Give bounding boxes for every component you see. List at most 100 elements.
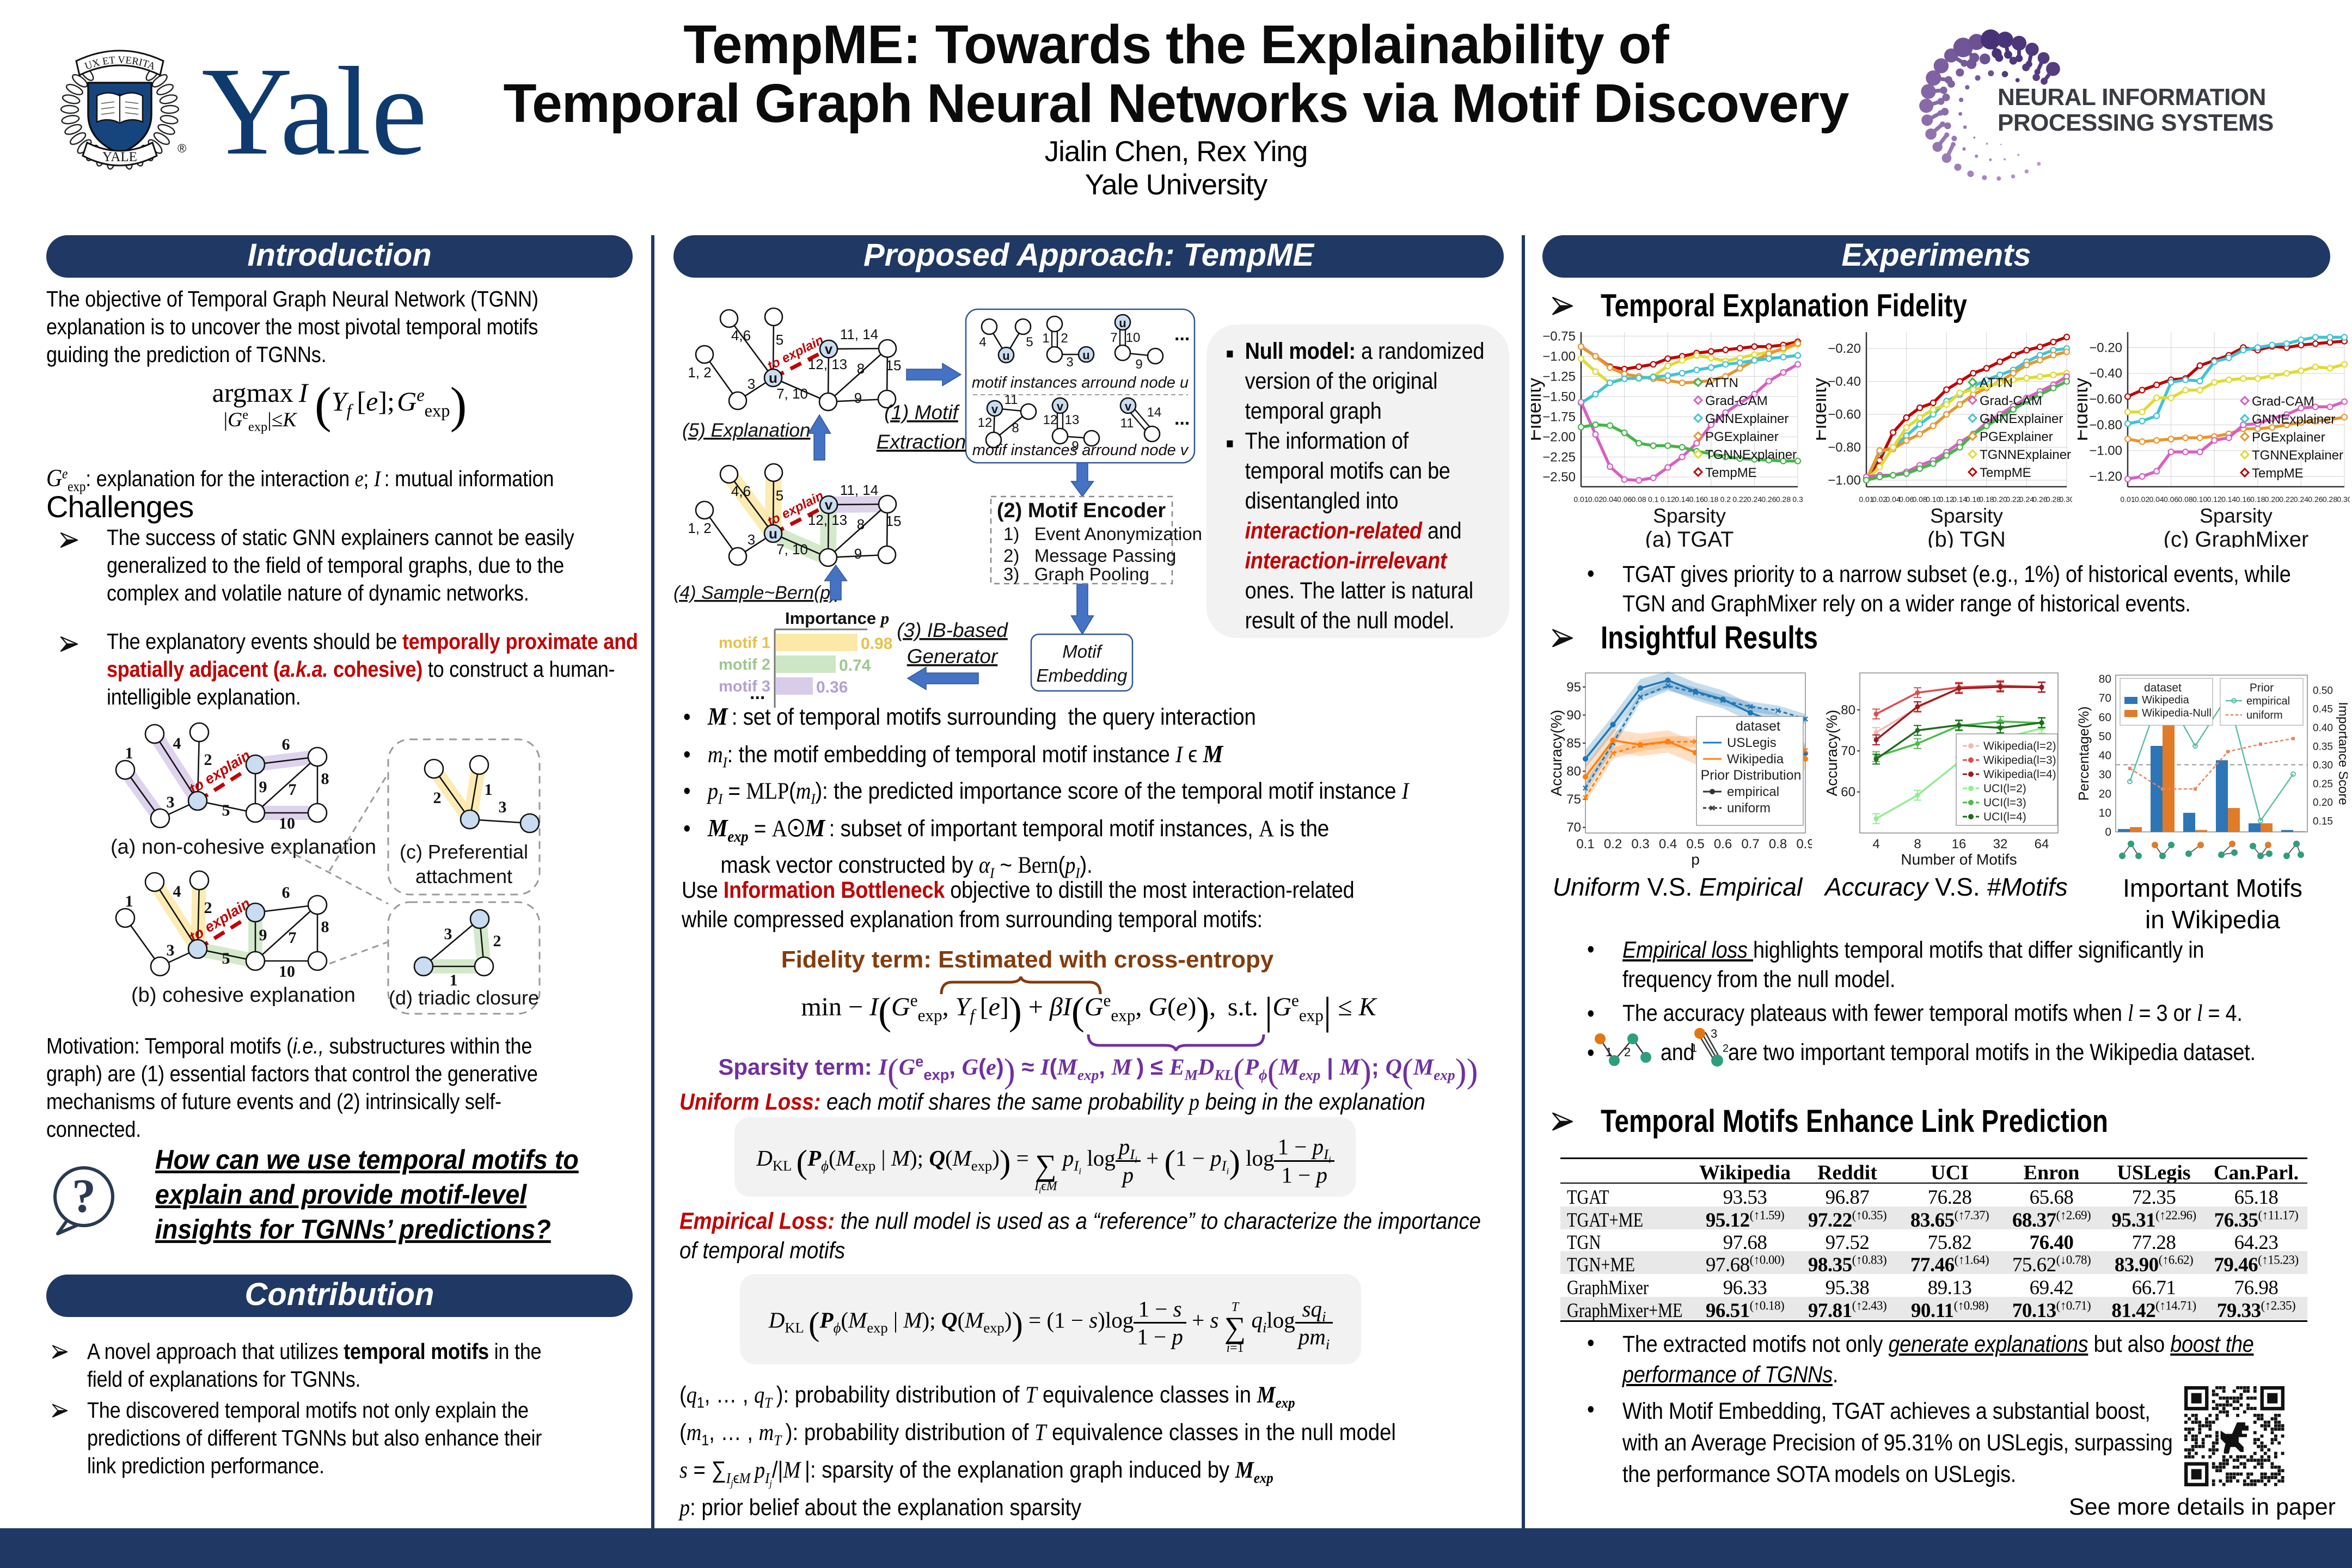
svg-text:(a) non-cohesive explanation: (a) non-cohesive explanation [111,836,376,859]
svg-text:0.2: 0.2 [1720,495,1731,504]
svg-text:0.01: 0.01 [2120,495,2135,504]
svg-text:Fidelity: Fidelity [2078,377,2092,442]
svg-text:0.2: 0.2 [1604,837,1622,852]
svg-text:Grad-CAM: Grad-CAM [2252,394,2314,409]
svg-text:motif instances arround node v: motif instances arround node v [972,442,1189,459]
svg-text:0.25: 0.25 [2313,779,2333,790]
svg-text:11: 11 [1004,393,1018,407]
svg-text:0.08: 0.08 [1912,495,1927,504]
svg-text:0.9: 0.9 [1796,837,1812,852]
svg-text:TGNNExplainer: TGNNExplainer [1980,448,2071,462]
svg-text:−0.80: −0.80 [2089,418,2122,432]
svg-text:...: ... [1174,324,1190,345]
svg-text:2: 2 [433,789,442,807]
svg-text:Accuracy(%): Accuracy(%) [1549,710,1565,797]
svg-text:−1.50: −1.50 [1542,389,1576,404]
svg-text:TGNNExplainer: TGNNExplainer [2252,448,2343,463]
svg-text:3: 3 [1711,1028,1717,1040]
svg-text:−2.00: −2.00 [1542,430,1576,444]
svg-text:Wikipedia: Wikipedia [2142,694,2190,706]
svg-text:(5) Explanation: (5) Explanation [682,420,810,441]
svg-text:2: 2 [1624,1045,1631,1059]
svg-text:0.50: 0.50 [2313,685,2333,696]
svg-text:1: 1 [125,892,133,910]
svg-text:10: 10 [279,814,295,832]
svg-text:0.04: 0.04 [1885,495,1900,504]
svg-text:u: u [769,370,777,386]
svg-text:Fidelity: Fidelity [1816,377,1830,442]
svg-text:7: 7 [289,929,297,947]
svg-text:50: 50 [2099,730,2111,743]
svg-text:Number of Motifs: Number of Motifs [1901,851,2017,868]
svg-text:0.08: 0.08 [1631,495,1646,504]
svg-text:6: 6 [282,736,290,754]
svg-text:USLegis: USLegis [1727,736,1777,750]
svg-text:3: 3 [444,925,452,943]
svg-text:(d) triadic closure: (d) triadic closure [389,987,539,1009]
svg-text:12, 13: 12, 13 [808,512,847,528]
svg-text:0.1: 0.1 [1648,495,1659,504]
svg-text:70: 70 [1841,744,1855,758]
svg-text:3: 3 [167,793,175,811]
svg-text:GNNExplainer: GNNExplainer [1980,412,2063,426]
svg-text:Fidelity: Fidelity [1531,377,1545,442]
svg-text:Generator: Generator [907,645,999,667]
svg-text:0.40: 0.40 [2313,722,2333,734]
svg-text:0.22: 0.22 [2279,495,2294,504]
svg-text:4,6: 4,6 [731,327,751,344]
svg-text:12: 12 [978,415,993,430]
svg-text:0.16: 0.16 [1689,495,1704,504]
svg-text:u: u [1002,349,1009,363]
svg-text:1, 2: 1, 2 [688,520,711,536]
svg-text:Wikipedia(l=4): Wikipedia(l=4) [1983,768,2056,781]
svg-text:v: v [1057,400,1064,413]
svg-text:5: 5 [222,801,230,819]
svg-text:0.26: 0.26 [2032,495,2047,504]
svg-text:0.18: 0.18 [1704,495,1718,504]
svg-text:0.36: 0.36 [816,678,848,696]
svg-text:Motif: Motif [1062,641,1103,661]
svg-text:11, 14: 11, 14 [840,326,878,342]
svg-text:9: 9 [1071,439,1079,454]
svg-text:0.01: 0.01 [1859,495,1873,504]
svg-text:3: 3 [748,531,755,548]
svg-text:3: 3 [167,941,175,959]
svg-text:3: 3 [1066,355,1073,370]
svg-text:empirical: empirical [1727,785,1779,799]
svg-text:0.14: 0.14 [2221,495,2236,504]
svg-text:85: 85 [1566,736,1581,751]
svg-text:0.28: 0.28 [1776,495,1791,504]
svg-text:2: 2 [493,932,501,950]
svg-text:...: ... [1174,408,1190,429]
svg-text:7, 10: 7, 10 [776,385,808,402]
svg-text:PGExplainer: PGExplainer [1705,430,1779,444]
svg-text:10: 10 [1126,330,1141,345]
svg-text:8: 8 [321,770,329,788]
svg-text:0.45: 0.45 [2313,704,2333,715]
svg-text:GNNExplainer: GNNExplainer [2252,412,2335,427]
svg-text:0.14: 0.14 [1675,495,1689,504]
svg-text:0.04: 0.04 [2149,495,2164,504]
svg-text:TempME: TempME [2252,466,2304,481]
svg-text:Extraction: Extraction [877,431,966,453]
svg-text:70: 70 [1566,820,1581,835]
svg-text:4,6: 4,6 [731,483,751,499]
svg-text:YALE: YALE [102,150,137,164]
svg-text:Accuracy(%): Accuracy(%) [1825,710,1840,797]
svg-text:0.30: 0.30 [2313,760,2333,771]
svg-text:80: 80 [1566,764,1581,779]
svg-text:(c) Preferential: (c) Preferential [400,841,528,863]
svg-text:7, 10: 7, 10 [776,541,808,558]
svg-text:−2.50: −2.50 [1542,470,1576,485]
svg-text:−1.00: −1.00 [1542,349,1576,364]
svg-text:to explain: to explain [186,747,253,797]
svg-text:8: 8 [857,516,865,532]
svg-text:p: p [1691,851,1700,868]
svg-text:0.3: 0.3 [1631,837,1649,852]
svg-text:7: 7 [1110,330,1117,345]
svg-text:(3) IB-based: (3) IB-based [897,619,1008,641]
svg-text:10: 10 [279,963,295,981]
svg-text:0.18: 0.18 [1979,495,1994,504]
svg-text:...: ... [750,683,765,703]
svg-text:15: 15 [886,357,902,373]
